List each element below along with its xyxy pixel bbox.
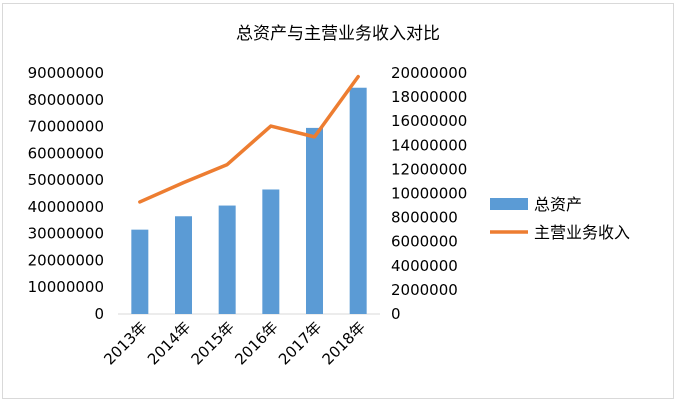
left-tick-label: 40000000 bbox=[28, 198, 104, 216]
bar bbox=[175, 216, 192, 314]
series-line bbox=[138, 74, 360, 204]
right-tick-label: 2000000 bbox=[391, 281, 458, 299]
right-tick-label: 4000000 bbox=[391, 257, 458, 275]
right-tick-label: 8000000 bbox=[391, 209, 458, 227]
right-tick-label: 10000000 bbox=[391, 185, 467, 203]
right-tick-label: 0 bbox=[391, 305, 401, 323]
right-tick-label: 18000000 bbox=[391, 88, 467, 106]
bar-series bbox=[131, 87, 367, 315]
right-tick-label: 16000000 bbox=[391, 112, 467, 130]
left-tick-label: 90000000 bbox=[28, 64, 104, 82]
right-axis-ticks: 0 2000000 4000000 6000000 8000000 10000000 120… bbox=[391, 64, 467, 323]
x-tick-label: 2015年 bbox=[188, 318, 238, 368]
left-tick-label: 80000000 bbox=[28, 91, 104, 109]
left-tick-label: 0 bbox=[94, 305, 104, 323]
left-tick-label: 60000000 bbox=[28, 144, 104, 162]
legend: 总资产 主营业务收入 bbox=[490, 195, 630, 242]
left-axis-ticks: 0 10000000 20000000 30000000 40000000 5000000… bbox=[28, 64, 104, 323]
x-tick-label: 2016年 bbox=[231, 318, 281, 368]
bar bbox=[218, 205, 236, 314]
legend-label-line: 主营业务收入 bbox=[534, 223, 630, 242]
legend-swatch-bar bbox=[490, 198, 528, 210]
bar bbox=[349, 87, 367, 314]
legend-label-bar: 总资产 bbox=[534, 195, 582, 214]
x-tick-label: 2014年 bbox=[144, 318, 194, 368]
bar bbox=[262, 189, 280, 314]
left-tick-label: 50000000 bbox=[28, 171, 104, 189]
x-tick-label: 2013年 bbox=[100, 318, 150, 368]
bar bbox=[131, 229, 149, 314]
left-tick-label: 30000000 bbox=[28, 225, 104, 243]
x-tick-label: 2018年 bbox=[319, 318, 369, 368]
left-tick-label: 10000000 bbox=[28, 278, 104, 296]
right-tick-label: 6000000 bbox=[391, 233, 458, 251]
line-series bbox=[138, 74, 360, 204]
chart-frame bbox=[2, 3, 674, 399]
left-tick-label: 20000000 bbox=[28, 251, 104, 269]
x-tick-label: 2017年 bbox=[275, 318, 325, 368]
right-tick-label: 20000000 bbox=[391, 64, 467, 82]
bar bbox=[306, 127, 323, 315]
chart-title: 总资产与主营业务收入对比 bbox=[236, 24, 440, 44]
left-tick-label: 70000000 bbox=[28, 118, 104, 136]
right-tick-label: 14000000 bbox=[391, 136, 467, 154]
right-tick-label: 12000000 bbox=[391, 160, 467, 178]
